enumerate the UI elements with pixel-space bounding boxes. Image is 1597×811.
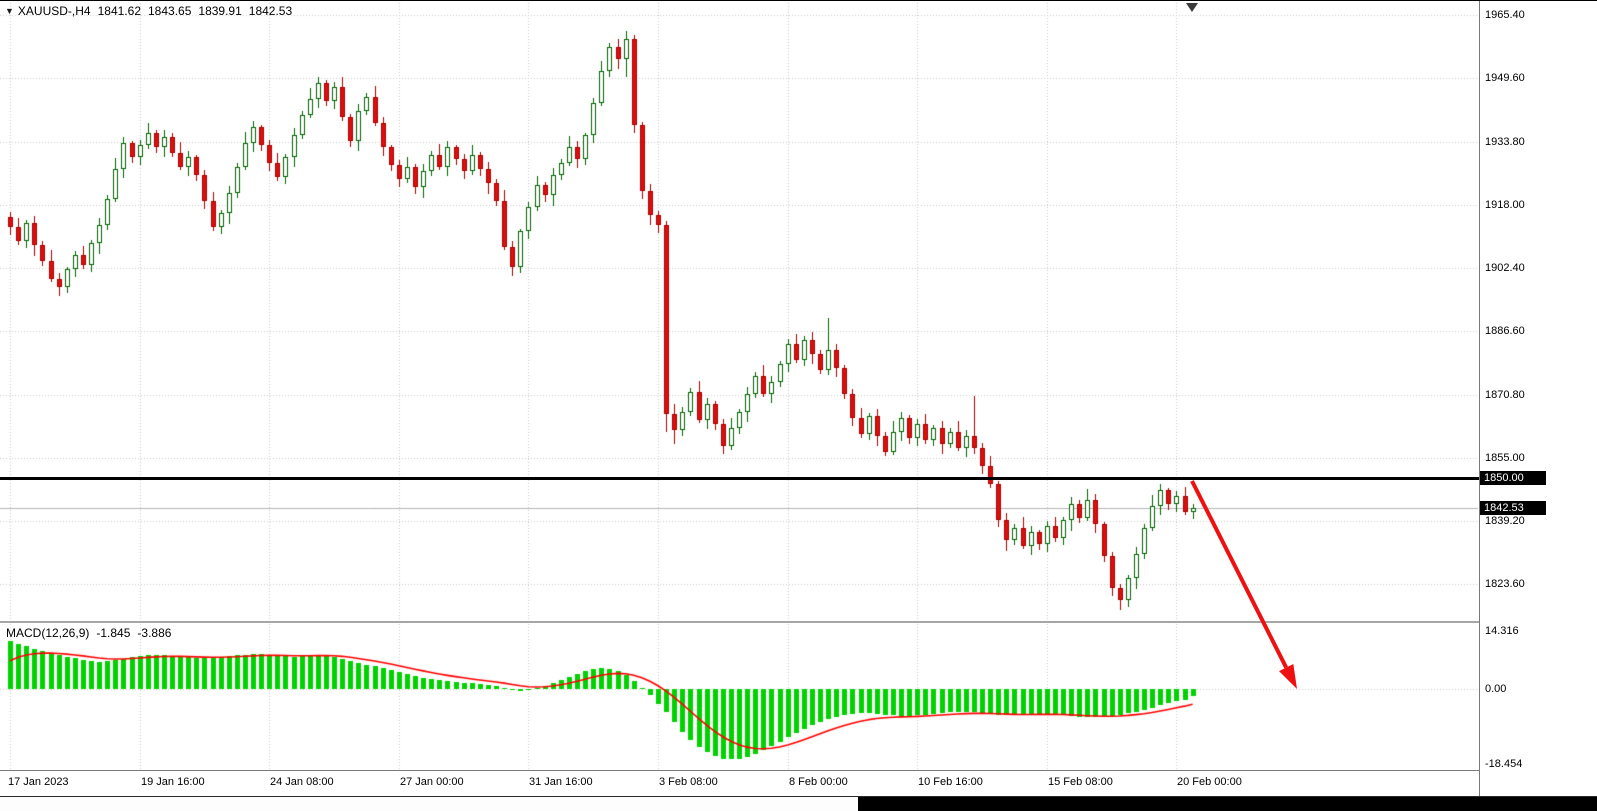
time-tick-label: 31 Jan 16:00: [529, 776, 593, 788]
price-tick-label: 1855.00: [1485, 452, 1525, 464]
macd-label: MACD(12,26,9) -1.845 -3.886: [6, 626, 171, 640]
price-tick-label: 1965.40: [1485, 9, 1525, 21]
high-value: 1843.65: [148, 4, 192, 18]
bottom-bar: [0, 796, 1597, 811]
macd-main-value: -1.845: [96, 626, 131, 640]
bid-price-tag: 1842.53: [1480, 501, 1546, 515]
close-value: 1842.53: [248, 4, 293, 18]
price-tick-label: 1823.60: [1485, 578, 1525, 590]
price-tick-label: 1839.20: [1485, 515, 1525, 527]
open-value: 1841.62: [97, 4, 141, 18]
price-tick-label: 1902.40: [1485, 262, 1525, 274]
time-tick-label: 15 Feb 08:00: [1048, 776, 1113, 788]
one-click-trading-icon[interactable]: ▼: [5, 6, 14, 16]
time-tick-label: 10 Feb 16:00: [918, 776, 983, 788]
price-tick-label: 1886.60: [1485, 325, 1525, 337]
macd-name: MACD(12,26,9): [6, 626, 90, 640]
time-tick-label: 19 Jan 16:00: [141, 776, 205, 788]
time-tick-label: 17 Jan 2023: [8, 776, 69, 788]
price-axis[interactable]: 1850.00 1842.53 1965.40 1949.60 1933.80 191…: [1479, 1, 1597, 796]
macd-scale-label: -18.454: [1485, 758, 1523, 770]
price-tick-label: 1949.60: [1485, 72, 1525, 84]
time-tick-label: 3 Feb 08:00: [659, 776, 718, 788]
time-tick-label: 24 Jan 08:00: [270, 776, 334, 788]
price-tick-label: 1933.80: [1485, 136, 1525, 148]
price-tick-label: 1870.80: [1485, 389, 1525, 401]
time-tick-label: 27 Jan 00:00: [400, 776, 464, 788]
time-tick-label: 8 Feb 00:00: [789, 776, 848, 788]
time-axis[interactable]: 17 Jan 2023 19 Jan 16:00 24 Jan 08:00 27 Ja…: [0, 770, 1479, 797]
macd-scale-label: 14.316: [1485, 625, 1519, 637]
macd-scale-label: 0.00: [1485, 683, 1507, 695]
symbol-ohlc-header: ▼ XAUUSD-,H4 1841.62 1843.65 1839.91 1842.53: [5, 4, 292, 18]
price-chart-canvas[interactable]: [0, 1, 1478, 796]
chart-shift-marker[interactable]: [1186, 3, 1198, 12]
hline-price-tag: 1850.00: [1480, 471, 1546, 485]
time-tick-label: 20 Feb 00:00: [1177, 776, 1242, 788]
low-value: 1839.91: [198, 4, 242, 18]
bottom-bar-dark-region: [858, 797, 1597, 811]
symbol-timeframe-label: XAUUSD-,H4: [17, 4, 91, 18]
pane-separator[interactable]: [0, 621, 1479, 623]
price-tick-label: 1918.00: [1485, 199, 1525, 211]
macd-signal-value: -3.886: [137, 626, 172, 640]
horizontal-line-1850[interactable]: [0, 477, 1479, 480]
